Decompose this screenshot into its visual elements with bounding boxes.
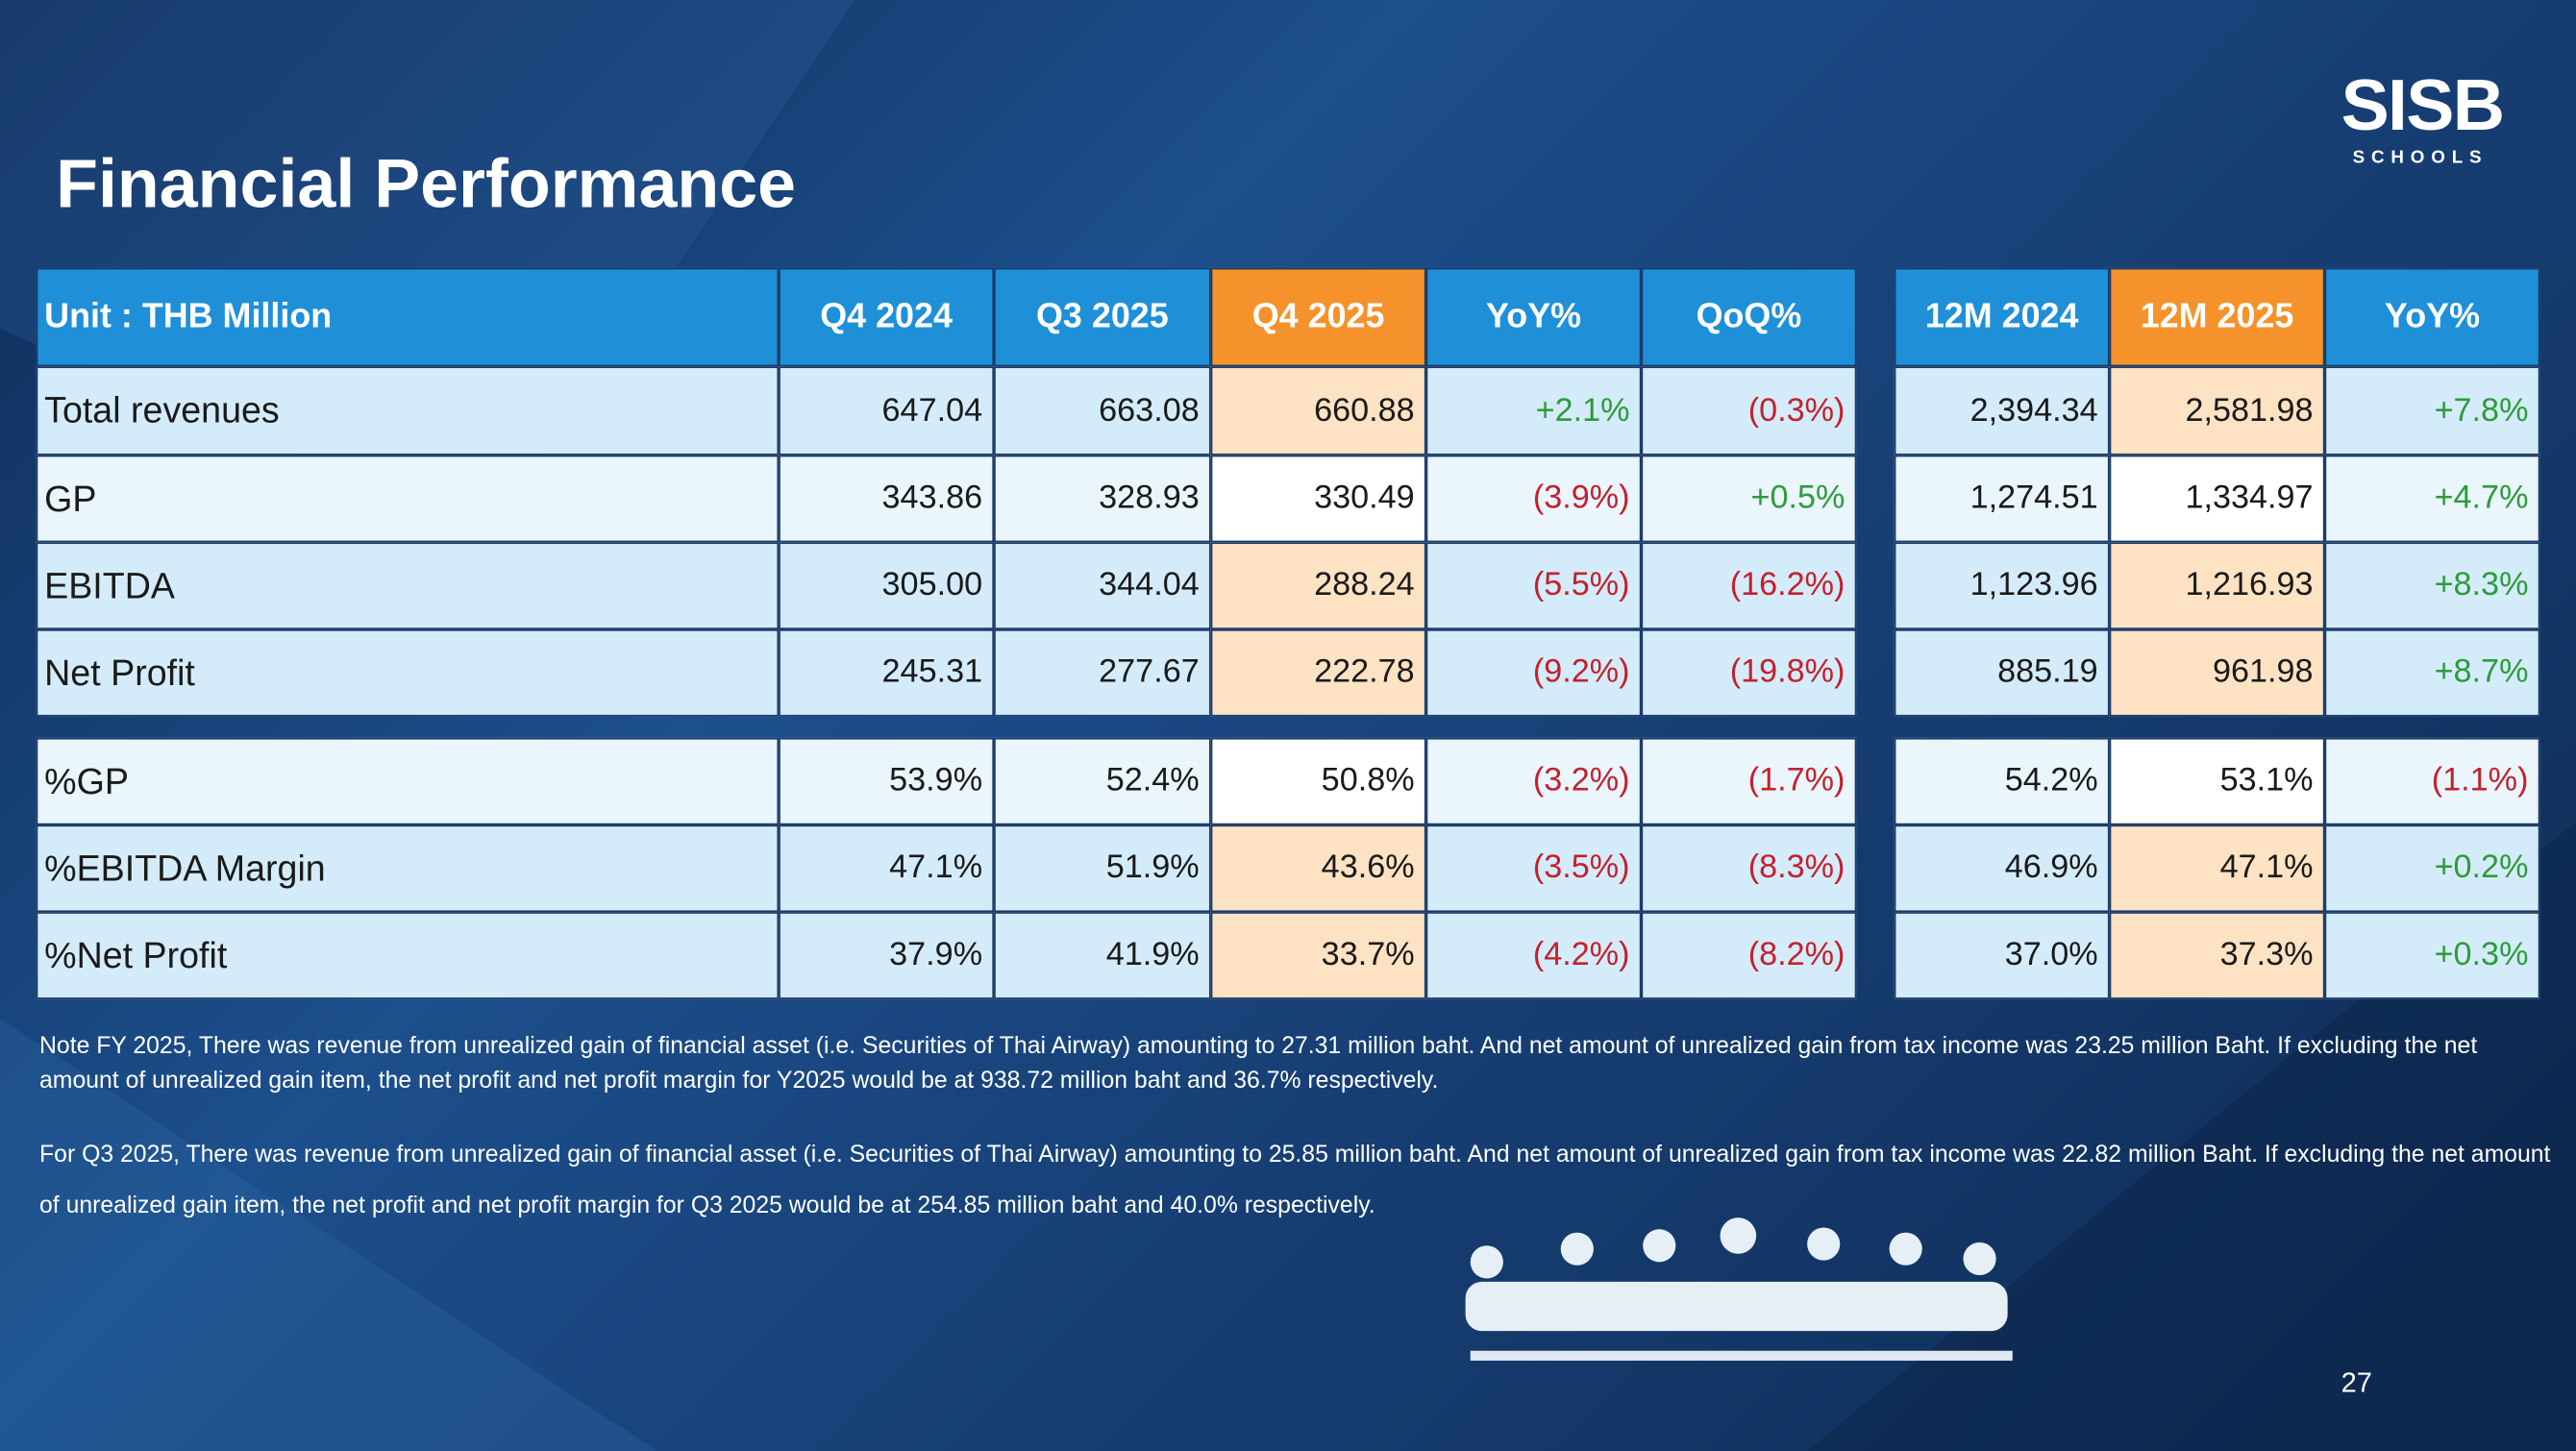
table-cell: 52.4% <box>994 737 1211 825</box>
table-cell: 33.7% <box>1210 912 1426 999</box>
table-cell: 961.98 <box>2109 628 2325 717</box>
header-cell: 12M 2025 <box>2109 267 2325 367</box>
row-label: %Net Profit <box>36 912 780 999</box>
table-cell: +7.8% <box>2324 366 2540 455</box>
table-cell: 344.04 <box>994 542 1211 629</box>
header-cell: Q4 2025 <box>1210 267 1426 367</box>
table-cell: 305.00 <box>779 542 995 629</box>
table-cell: 222.78 <box>1210 628 1426 717</box>
table-cell: (5.5%) <box>1425 542 1642 629</box>
table-cell: 41.9% <box>994 912 1211 999</box>
table-cell: 2,394.34 <box>1894 366 2110 455</box>
table-cell: +0.3% <box>2324 912 2540 999</box>
table-cell: 1,334.97 <box>2109 455 2325 543</box>
header-cell: YoY% <box>1425 267 1642 367</box>
table-cell: (1.7%) <box>1641 737 1857 825</box>
table-cell: 245.31 <box>779 628 995 717</box>
header-cell: Q3 2025 <box>994 267 1211 367</box>
table-cell: 54.2% <box>1894 737 2110 825</box>
header-cell: 12M 2024 <box>1894 267 2110 367</box>
row-label: GP <box>36 455 780 543</box>
table-cell: +8.3% <box>2324 542 2540 629</box>
table-cell: +2.1% <box>1425 366 1642 455</box>
table-cell: (1.1%) <box>2324 737 2540 825</box>
table-cell: 1,274.51 <box>1894 455 2110 543</box>
table-cell: 288.24 <box>1210 542 1426 629</box>
table-cell: (3.2%) <box>1425 737 1642 825</box>
logo: SISB <box>2341 65 2505 147</box>
note: Note FY 2025, There was revenue from unr… <box>39 1033 2478 1094</box>
table-cell: 51.9% <box>994 824 1211 913</box>
table-cell: 885.19 <box>1894 628 2110 717</box>
table-cell: 660.88 <box>1210 366 1426 455</box>
table-cell: 1,123.96 <box>1894 542 2110 629</box>
row-label: Net Profit <box>36 628 780 717</box>
table-cell: 53.1% <box>2109 737 2325 825</box>
table-cell: (0.3%) <box>1641 366 1857 455</box>
logo-subtitle: SCHOOLS <box>2352 147 2489 168</box>
table-cell: 47.1% <box>779 824 995 913</box>
table-cell: +4.7% <box>2324 455 2540 543</box>
table-cell: +8.7% <box>2324 628 2540 717</box>
table-cell: 663.08 <box>994 366 1211 455</box>
table-cell: 43.6% <box>1210 824 1426 913</box>
table-cell: 328.93 <box>994 455 1211 543</box>
table-cell: 37.3% <box>2109 912 2325 999</box>
slide-title: Financial Performance <box>56 144 797 222</box>
table-cell: (3.9%) <box>1425 455 1642 543</box>
row-label: EBITDA <box>36 542 780 629</box>
header-cell: QoQ% <box>1641 267 1857 367</box>
header-cell: YoY% <box>2324 267 2540 367</box>
row-label: %GP <box>36 737 780 825</box>
table-cell: (8.2%) <box>1641 912 1857 999</box>
table-cell: 53.9% <box>779 737 995 825</box>
table-cell: (9.2%) <box>1425 628 1642 717</box>
table-cell: 277.67 <box>994 628 1211 717</box>
table-cell: 647.04 <box>779 366 995 455</box>
table-cell: (3.5%) <box>1425 824 1642 913</box>
table-cell: (8.3%) <box>1641 824 1857 913</box>
table-cell: 47.1% <box>2109 824 2325 913</box>
row-label: Total revenues <box>36 366 780 455</box>
table-cell: 1,216.93 <box>2109 542 2325 629</box>
page-number: 27 <box>2341 1366 2372 1399</box>
table-cell: 343.86 <box>779 455 995 543</box>
table-cell: (19.8%) <box>1641 628 1857 717</box>
table-cell: (4.2%) <box>1425 912 1642 999</box>
table-cell: 50.8% <box>1210 737 1426 825</box>
table-cell: (16.2%) <box>1641 542 1857 629</box>
header-cell: Unit : THB Million <box>36 267 780 367</box>
row-label: %EBITDA Margin <box>36 824 780 913</box>
table-cell: 2,581.98 <box>2109 366 2325 455</box>
note: For Q3 2025, There was revenue from unre… <box>39 1142 2551 1219</box>
table-cell: +0.2% <box>2324 824 2540 913</box>
header-cell: Q4 2024 <box>779 267 995 367</box>
table-cell: +0.5% <box>1641 455 1857 543</box>
table-cell: 37.9% <box>779 912 995 999</box>
table-cell: 46.9% <box>1894 824 2110 913</box>
table-cell: 330.49 <box>1210 455 1426 543</box>
table-cell: 37.0% <box>1894 912 2110 999</box>
